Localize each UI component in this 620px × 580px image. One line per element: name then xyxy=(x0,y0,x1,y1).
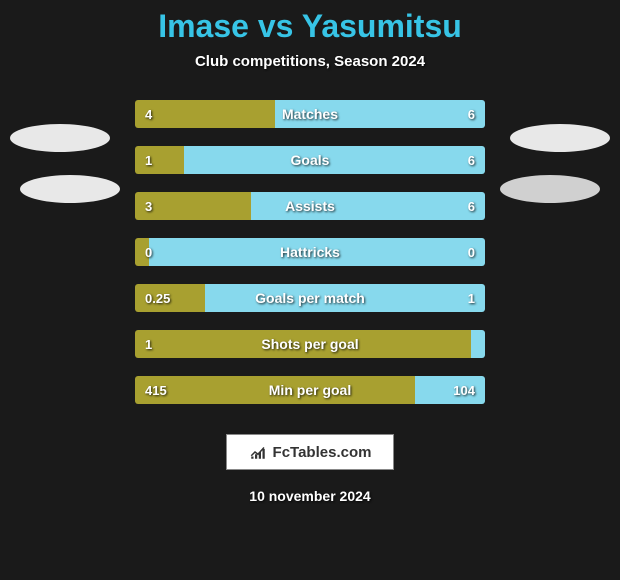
stat-label: Hattricks xyxy=(280,244,340,260)
chart-icon xyxy=(249,443,267,461)
stat-bar-right: 104 xyxy=(415,376,485,404)
stat-value-right: 0 xyxy=(468,245,475,260)
stat-bar-right: 6 xyxy=(184,146,485,174)
stat-value-left: 415 xyxy=(145,383,167,398)
player-right-name: Yasumitsu xyxy=(302,8,462,44)
avatar-right-2 xyxy=(500,175,600,203)
stat-bar-left: 1 xyxy=(135,146,184,174)
stat-value-left: 1 xyxy=(145,337,152,352)
stat-bar-left: 4 xyxy=(135,100,275,128)
brand-badge[interactable]: FcTables.com xyxy=(226,434,395,470)
brand-text: FcTables.com xyxy=(273,444,372,461)
stat-label: Assists xyxy=(285,198,335,214)
stat-label: Matches xyxy=(282,106,338,122)
stat-row: 0 0 Hattricks xyxy=(135,238,485,266)
player-left-name: Imase xyxy=(158,8,249,44)
stat-row: 1 Shots per goal xyxy=(135,330,485,358)
stat-value-left: 4 xyxy=(145,107,152,122)
comparison-container: Imase vs Yasumitsu Club competitions, Se… xyxy=(0,0,620,580)
stat-label: Shots per goal xyxy=(261,336,358,352)
stat-value-left: 0.25 xyxy=(145,291,170,306)
stat-value-right: 6 xyxy=(468,199,475,214)
page-title: Imase vs Yasumitsu xyxy=(158,8,462,45)
avatar-right-1 xyxy=(510,124,610,152)
stat-label: Min per goal xyxy=(269,382,351,398)
stat-bar-left: 0.25 xyxy=(135,284,205,312)
stat-label: Goals per match xyxy=(255,290,365,306)
footer-date: 10 november 2024 xyxy=(249,488,370,504)
stat-row: 415 104 Min per goal xyxy=(135,376,485,404)
stats-area: 4 6 Matches 1 6 Goals 3 6 Assists 0 0 Hattricks 0.25… xyxy=(135,100,485,404)
stat-value-left: 0 xyxy=(145,245,152,260)
stat-bar-left: 0 xyxy=(135,238,149,266)
stat-value-right: 6 xyxy=(468,153,475,168)
stat-value-right: 1 xyxy=(468,291,475,306)
title-vs: vs xyxy=(258,8,294,44)
stat-row: 0.25 1 Goals per match xyxy=(135,284,485,312)
stat-bar-right xyxy=(471,330,485,358)
avatar-left-2 xyxy=(20,175,120,203)
stat-bar-left: 3 xyxy=(135,192,251,220)
stat-value-left: 3 xyxy=(145,199,152,214)
stat-value-left: 1 xyxy=(145,153,152,168)
stat-row: 1 6 Goals xyxy=(135,146,485,174)
stat-row: 3 6 Assists xyxy=(135,192,485,220)
stat-row: 4 6 Matches xyxy=(135,100,485,128)
subtitle: Club competitions, Season 2024 xyxy=(195,53,425,70)
avatar-left-1 xyxy=(10,124,110,152)
stat-value-right: 104 xyxy=(453,383,475,398)
stat-label: Goals xyxy=(291,152,330,168)
stat-value-right: 6 xyxy=(468,107,475,122)
